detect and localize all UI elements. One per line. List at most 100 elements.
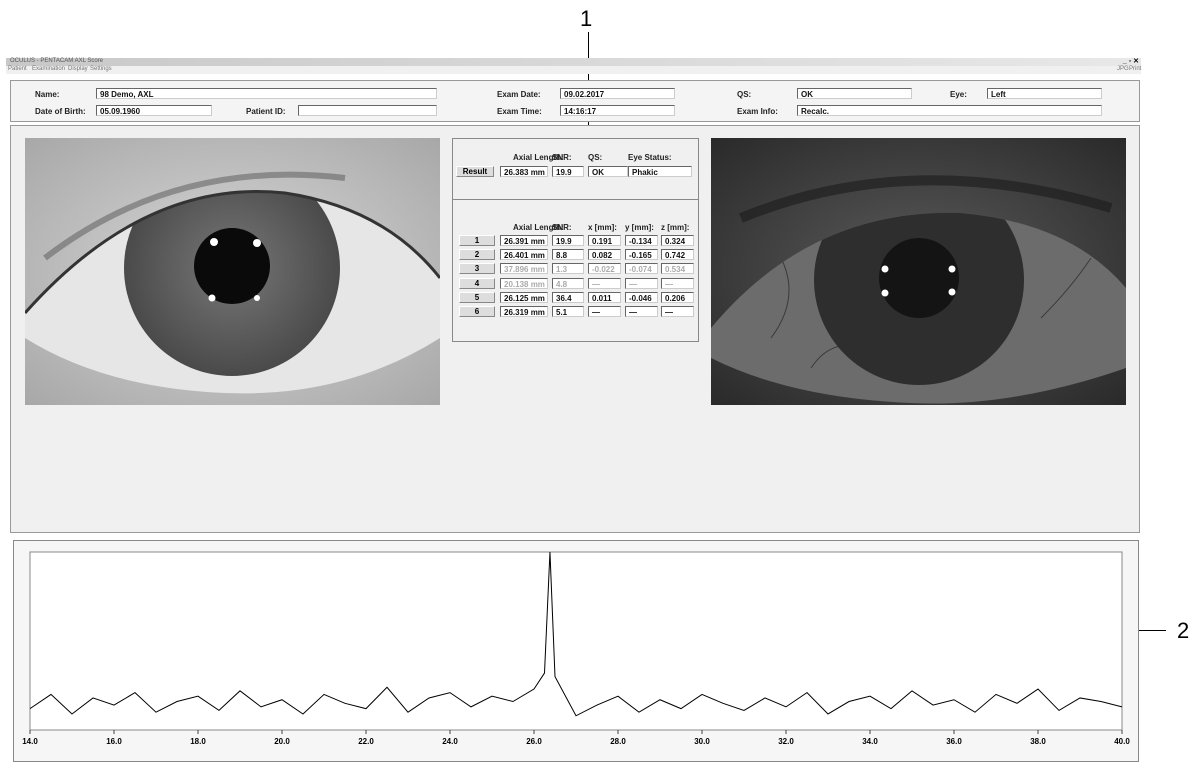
measurement-cell: 20.138 mm: [500, 277, 548, 289]
measurement-cell: 0.742: [661, 249, 694, 261]
x-tick-label: 22.0: [358, 737, 374, 746]
measurement-cell: 19.9: [552, 235, 584, 246]
x-tick-label: 36.0: [946, 737, 962, 746]
x-tick-label: 38.0: [1030, 737, 1046, 746]
field-label: Date of Birth:: [35, 107, 86, 116]
measurement-cell: 1.3: [552, 263, 584, 275]
eye-image-right: [711, 138, 1126, 405]
signal-chart: 14.0 16.0 18.0 20.0 22.0 24.0 26.0 28.0 30.0 32.0…: [22, 551, 1130, 746]
measurement-cell: 26.319 mm: [500, 306, 548, 317]
field-label: Exam Info:: [737, 107, 778, 116]
field-label: Eye:: [950, 90, 967, 99]
measurement-cell: —: [625, 306, 658, 317]
tool-button[interactable]: JPG: [1117, 66, 1129, 72]
plot-area: [29, 551, 1123, 731]
measurement-cell: 37.896 mm: [500, 263, 548, 275]
x-tick-label: 30.0: [694, 737, 710, 746]
field: 14:16:17: [560, 105, 675, 116]
separator: [452, 199, 699, 200]
eye-image-left: [25, 138, 440, 405]
title-bar: OCULUS - PENTACAM AXL Score _ ▫ ✕: [6, 58, 1141, 66]
x-tick-label: 32.0: [778, 737, 794, 746]
measurement-cell: 26.391 mm: [500, 235, 548, 246]
results-panel: [452, 138, 699, 342]
result-value: Phakic: [628, 166, 692, 177]
result-value: OK: [588, 166, 628, 177]
menu-item[interactable]: Display: [68, 66, 88, 72]
measurement-cell: 0.011: [588, 291, 621, 303]
callout: 2: [1177, 618, 1190, 643]
measurement-button[interactable]: 6: [459, 306, 495, 317]
column-header: Axial Length:: [513, 153, 564, 162]
measurement-cell: —: [661, 277, 694, 289]
measurement-cell: -0.022: [588, 263, 621, 275]
window-controls[interactable]: _ ▫ ✕: [1122, 58, 1139, 65]
x-tick-label: 14.0: [22, 737, 38, 746]
menu-item[interactable]: Patient: [8, 66, 27, 72]
measurement-cell: 36.4: [552, 291, 584, 303]
tool-button[interactable]: Print: [1129, 66, 1142, 72]
menu-bar: Patient Examination Display Settings JPG…: [6, 66, 1141, 74]
result-value: 26.383 mm: [500, 166, 548, 177]
window-title: OCULUS - PENTACAM AXL Score: [10, 58, 104, 64]
x-tick-label: 24.0: [442, 737, 458, 746]
x-tick-label: 20.0: [274, 737, 290, 746]
measurement-cell: —: [588, 277, 621, 289]
column-header: SNR:: [552, 223, 572, 232]
field-label: Patient ID:: [246, 107, 286, 116]
measurement-cell: -0.165: [625, 249, 658, 261]
measurement-cell: 0.534: [661, 263, 694, 275]
field: Left: [987, 88, 1102, 99]
callout: 1: [580, 6, 593, 31]
menu-item[interactable]: Settings: [90, 66, 112, 72]
measurement-button[interactable]: 1: [459, 235, 495, 246]
menu-item[interactable]: Examination: [32, 66, 66, 72]
measurement-cell: -0.046: [625, 291, 658, 303]
x-tick-label: 18.0: [190, 737, 206, 746]
field: OK: [797, 88, 912, 99]
x-tick-label: 26.0: [526, 737, 542, 746]
column-header: y [mm]:: [625, 223, 654, 232]
signal-line: [29, 551, 1123, 717]
result-value: 19.9: [552, 166, 584, 177]
column-header: QS:: [588, 153, 603, 162]
field: 09.02.2017: [560, 88, 675, 99]
x-tick-label: 28.0: [610, 737, 626, 746]
field-label: Name:: [35, 90, 60, 99]
measurement-cell: —: [588, 306, 621, 317]
column-header: SNR:: [552, 153, 572, 162]
measurement-cell: 0.206: [661, 291, 694, 303]
field-label: QS:: [737, 90, 752, 99]
measurement-cell: 8.8: [552, 249, 584, 261]
measurement-cell: 26.401 mm: [500, 249, 548, 261]
x-tick-label: 34.0: [862, 737, 878, 746]
column-header: Axial Length:: [513, 223, 564, 232]
field: 05.09.1960: [96, 105, 212, 116]
column-header: x [mm]:: [588, 223, 617, 232]
x-tick-label: 40.0: [1114, 737, 1130, 746]
field: [298, 105, 437, 116]
result-button[interactable]: Result: [456, 166, 494, 177]
measurement-cell: 5.1: [552, 306, 584, 317]
measurement-cell: 4.8: [552, 277, 584, 289]
column-header: Eye Status:: [628, 153, 672, 162]
measurement-button[interactable]: 4: [459, 277, 495, 289]
field-label: Exam Date:: [497, 90, 541, 99]
measurement-button[interactable]: 2: [459, 249, 495, 261]
measurement-button[interactable]: 5: [459, 291, 495, 303]
field-label: Exam Time:: [497, 107, 542, 116]
measurement-cell: —: [625, 277, 658, 289]
measurement-cell: 0.324: [661, 235, 694, 246]
x-tick-label: 16.0: [106, 737, 122, 746]
measurement-cell: 0.191: [588, 235, 621, 246]
measurement-cell: 0.082: [588, 249, 621, 261]
field: Recalc.: [797, 105, 1102, 116]
measurement-cell: 26.125 mm: [500, 291, 548, 303]
measurement-cell: —: [661, 306, 694, 317]
measurement-cell: -0.134: [625, 235, 658, 246]
measurement-cell: -0.074: [625, 263, 658, 275]
field: 98 Demo, AXL: [96, 88, 437, 99]
measurement-button[interactable]: 3: [459, 263, 495, 275]
column-header: z [mm]:: [661, 223, 690, 232]
